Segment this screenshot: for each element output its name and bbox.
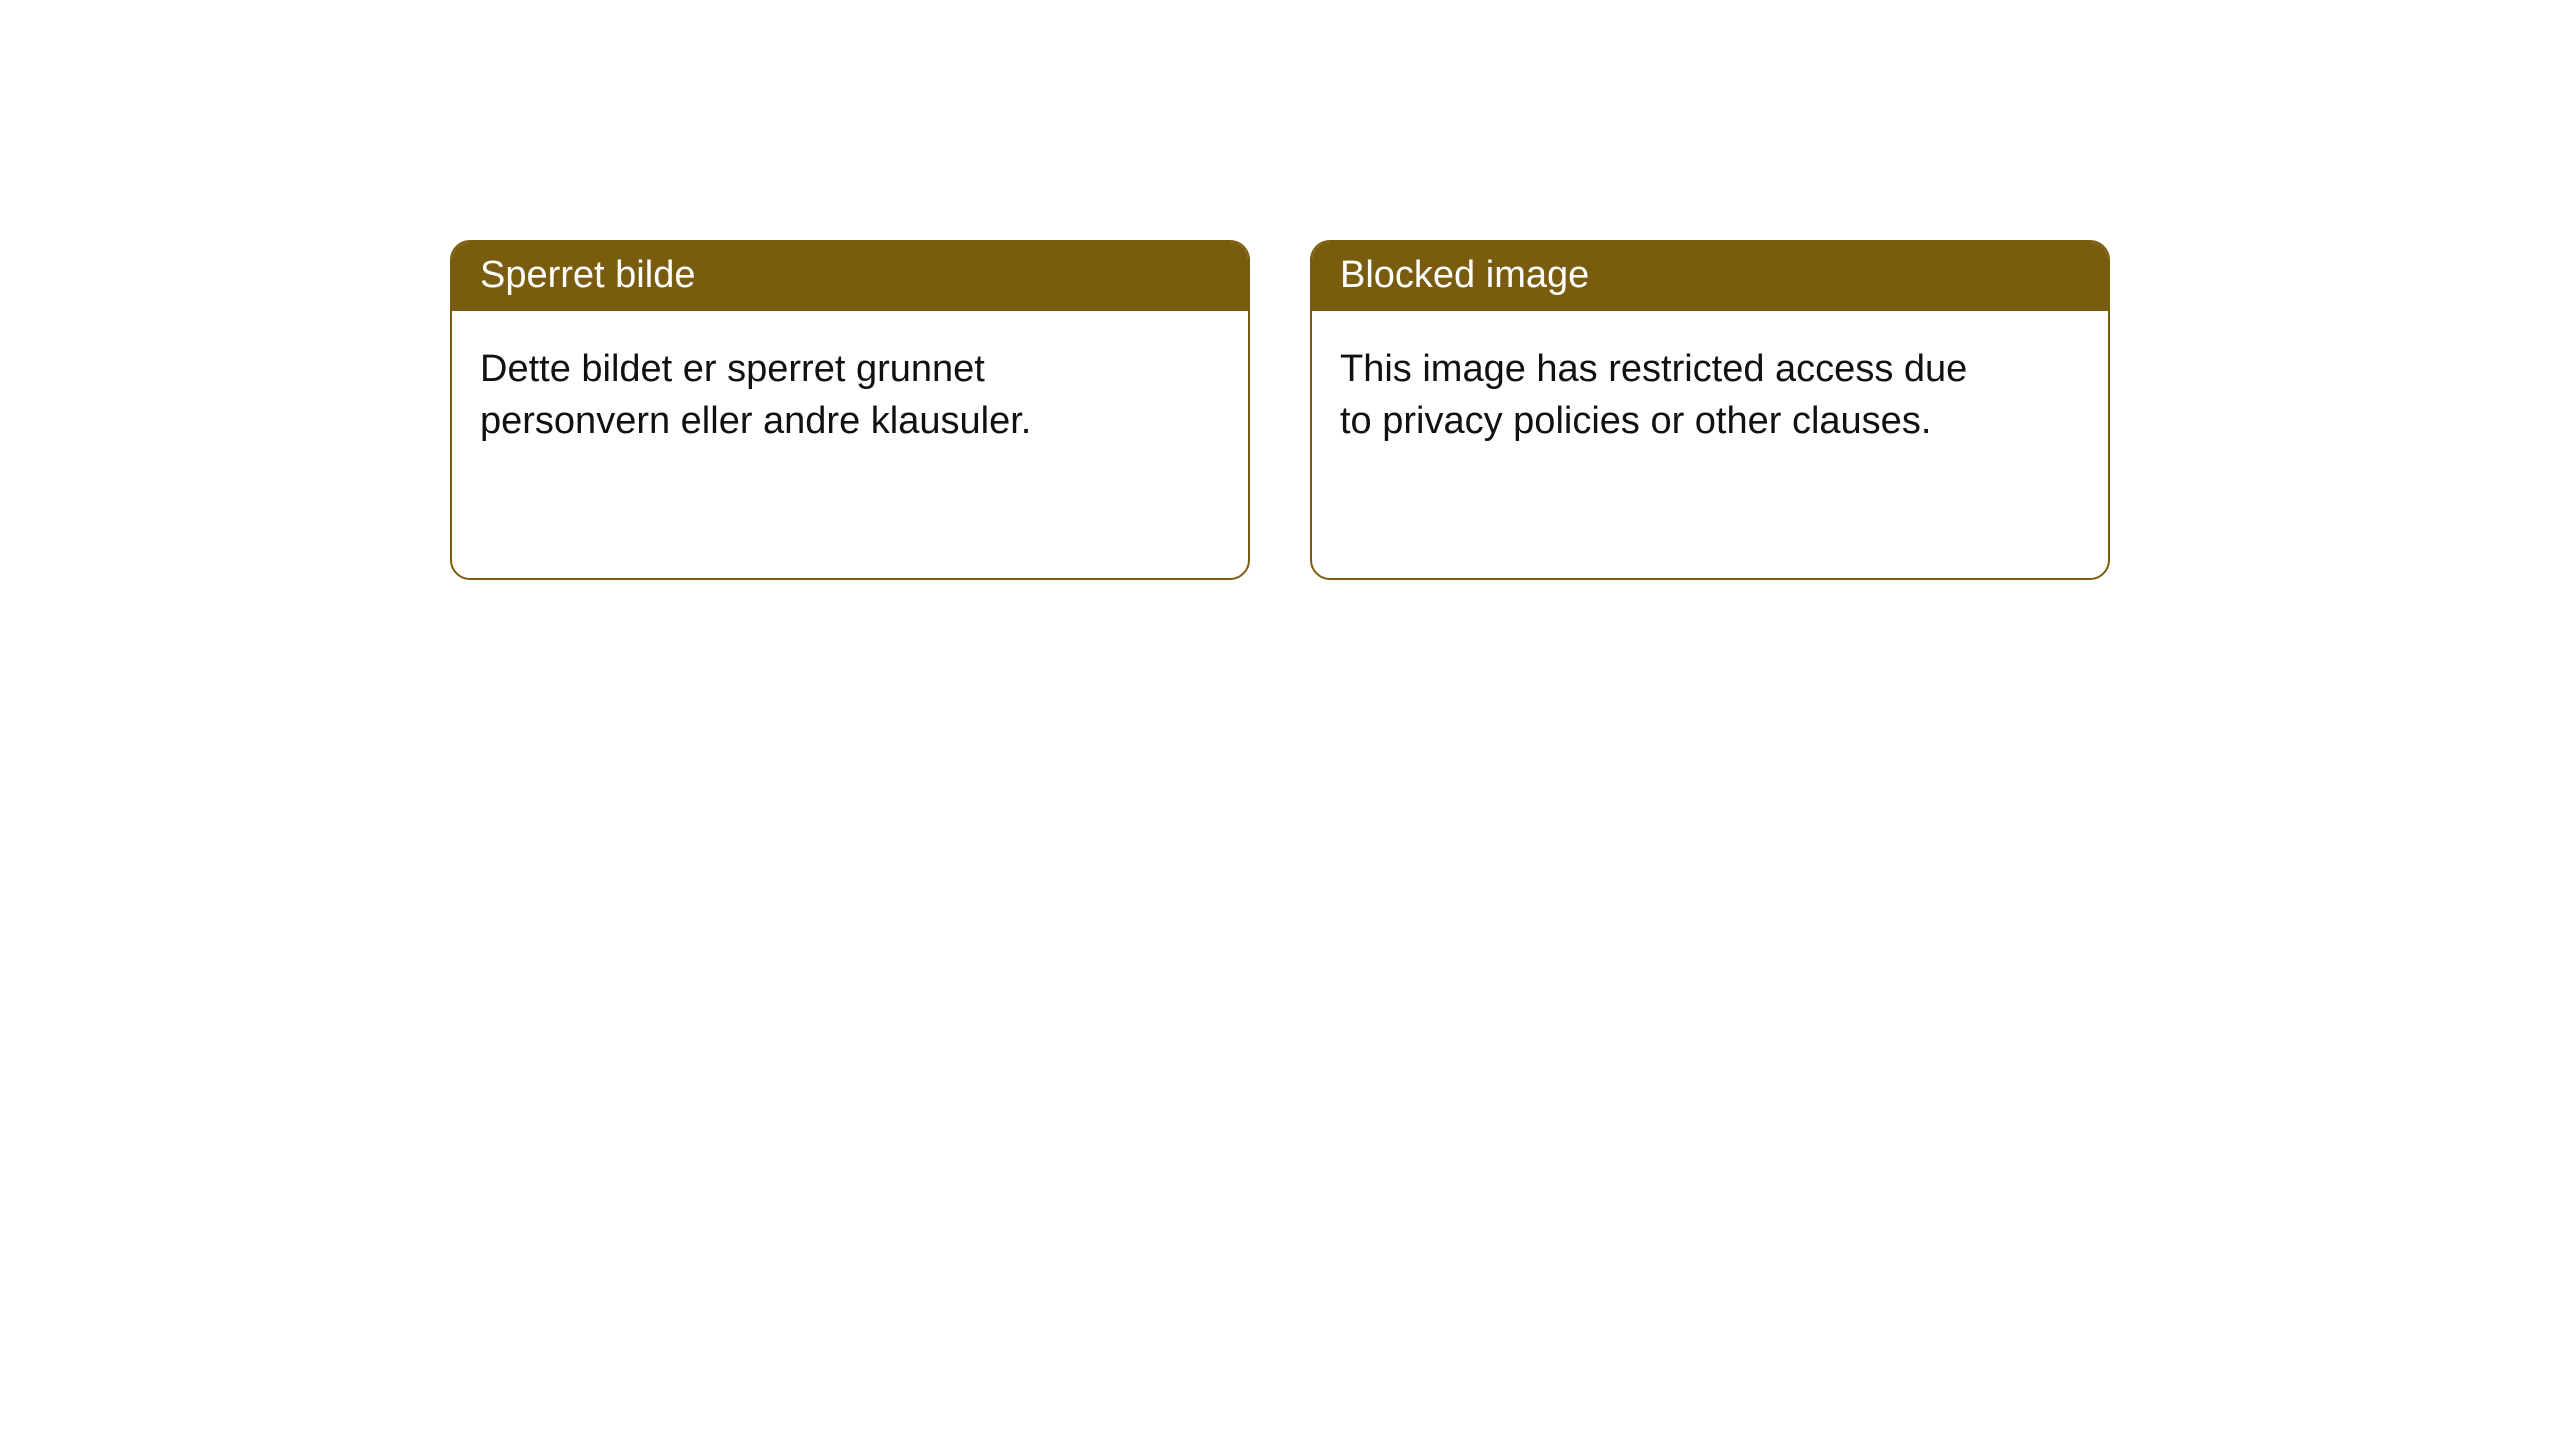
- card-title: Blocked image: [1312, 242, 2108, 311]
- notice-card-english: Blocked image This image has restricted …: [1310, 240, 2110, 580]
- card-body: This image has restricted access due to …: [1312, 311, 2012, 448]
- cards-container: Sperret bilde Dette bildet er sperret gr…: [450, 240, 2110, 1440]
- notice-card-norwegian: Sperret bilde Dette bildet er sperret gr…: [450, 240, 1250, 580]
- card-body: Dette bildet er sperret grunnet personve…: [452, 311, 1152, 448]
- card-title: Sperret bilde: [452, 242, 1248, 311]
